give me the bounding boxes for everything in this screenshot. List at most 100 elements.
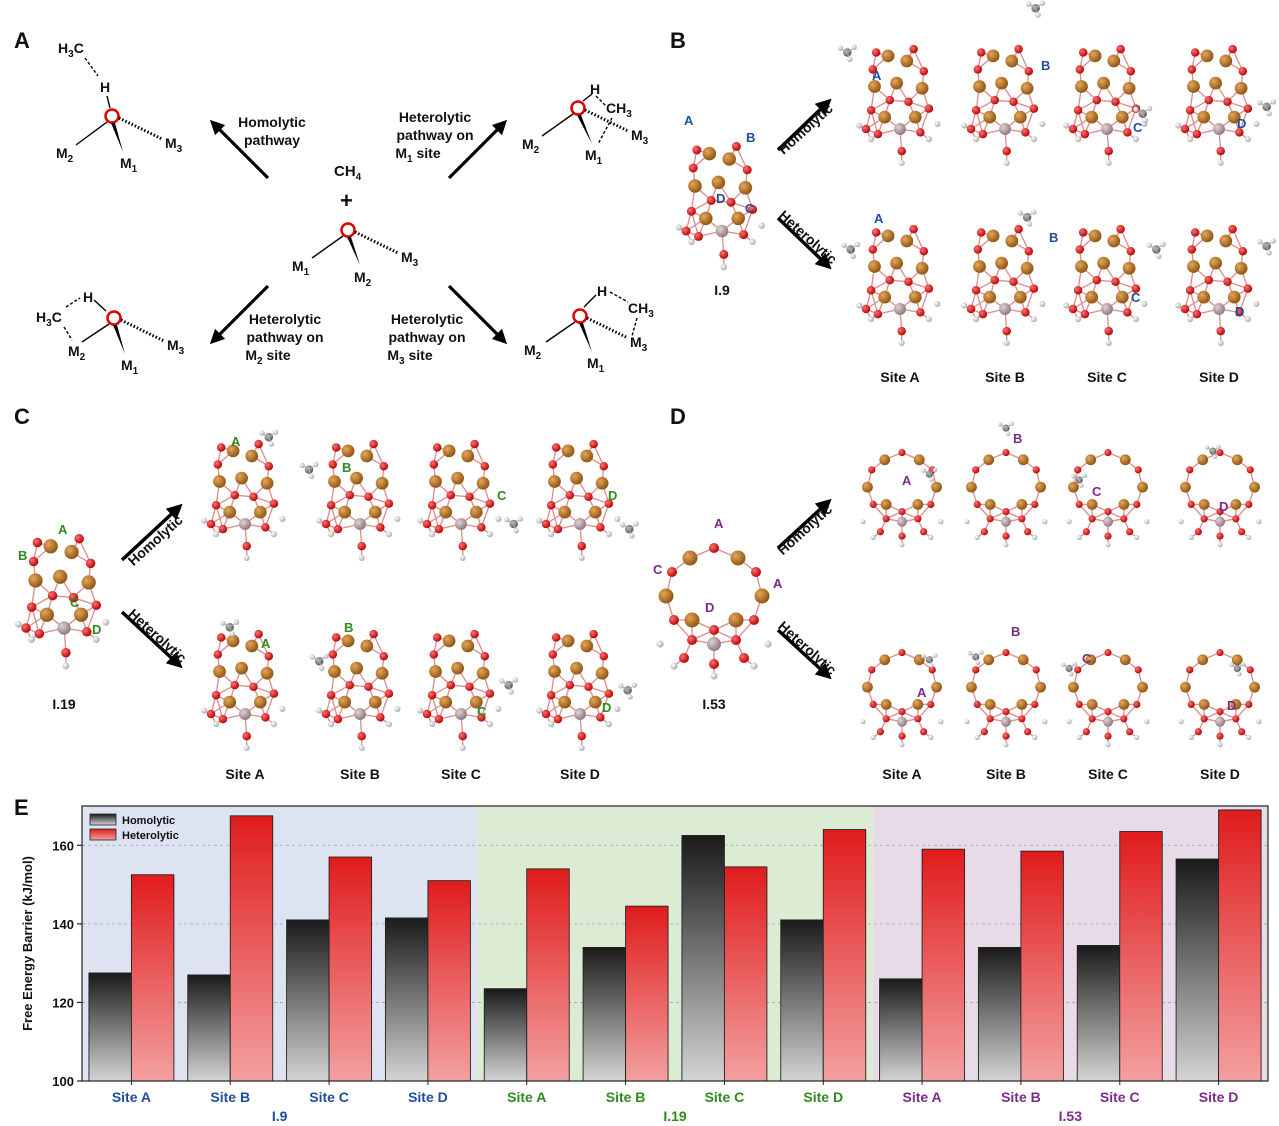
metal-atom <box>1231 454 1243 466</box>
arrow-heterolytic-m3 <box>447 284 508 345</box>
oxygen-atom <box>328 460 338 469</box>
metal-atom <box>890 256 903 270</box>
oxygen-atom <box>1088 715 1096 723</box>
hydrogen-atom <box>928 534 934 541</box>
metal-atom <box>986 229 1000 243</box>
metal-atom <box>1005 54 1019 68</box>
bonds <box>1065 48 1137 163</box>
hydrogen-atom <box>1144 719 1150 725</box>
y-tick-label: 120 <box>52 995 74 1010</box>
oxygen-atom <box>333 524 343 534</box>
oxygen-atom <box>470 629 479 639</box>
oxygen-atom <box>1021 308 1030 317</box>
metal-atom <box>1115 110 1129 124</box>
oxygen-atom <box>971 286 981 295</box>
svg-text:Site A: Site A <box>882 766 921 782</box>
oxygen-atom <box>331 633 341 642</box>
hydrogen-atom <box>1175 302 1182 309</box>
oxygen-atom <box>751 567 761 577</box>
oxygen-atom <box>973 500 981 508</box>
site-letter: D <box>608 488 617 503</box>
oxygen-atom <box>1073 286 1083 295</box>
metal-atom <box>64 544 79 560</box>
metal-atom <box>995 76 1008 90</box>
oxygen-atom <box>1186 666 1194 674</box>
oxygen-atom <box>379 461 389 471</box>
x-tick-label: Site B <box>1001 1089 1041 1105</box>
hydrogen-atom <box>102 618 110 626</box>
hydrogen-atom <box>1042 519 1048 525</box>
hydrogen-atom <box>1031 209 1037 215</box>
hydrogen-atom <box>967 650 973 656</box>
hydrogen-atom <box>1032 534 1038 541</box>
hydrogen-atom <box>856 302 863 309</box>
bonds <box>318 633 390 748</box>
metal-atom <box>688 179 702 193</box>
bar-homolytic <box>1175 858 1220 1082</box>
oxygen-atom <box>1235 308 1244 317</box>
hydrogen-atom <box>614 705 621 712</box>
oxygen-atom <box>254 439 263 449</box>
metal-atom <box>983 110 997 124</box>
oxygen-atom <box>871 228 881 237</box>
oxygen-atom <box>206 519 216 529</box>
metal-atom <box>260 666 274 680</box>
metal-atom <box>223 695 237 709</box>
oxygen-atom <box>866 106 876 115</box>
heterolytic-label-d: Heterolytic <box>775 618 840 678</box>
cluster-i9 <box>675 141 765 271</box>
hydrogen-atom <box>1061 662 1066 668</box>
hydrogen-atom <box>1246 534 1252 541</box>
metal-atom <box>973 80 986 93</box>
metal-atom <box>722 152 736 166</box>
oxygen-atom <box>1185 106 1195 115</box>
energy-barrier-chart: 100 120 140 160 Free Energy Barrier (kJ/mol)… <box>20 805 1269 1124</box>
hydrogen-atom <box>1270 238 1277 244</box>
oxygen-atom <box>920 528 928 536</box>
oxygen-atom <box>422 709 432 719</box>
metal-atom <box>1234 81 1248 95</box>
arrow-homolytic-b <box>776 98 832 152</box>
site-letter: A <box>261 636 271 651</box>
oxygen-atom <box>909 44 918 54</box>
oxygen-atom <box>254 629 263 639</box>
svg-text:CH3: CH3 <box>606 100 632 120</box>
oxygen-atom <box>868 245 878 254</box>
core-atom <box>1101 303 1113 315</box>
homolytic-structure-c <box>299 439 401 562</box>
oxygen-atom <box>61 647 71 658</box>
oxygen-atom <box>261 523 270 532</box>
metal-atom <box>880 699 892 710</box>
homolytic-label-c: Homolytic <box>125 511 186 568</box>
core-atom <box>896 516 908 527</box>
metal-atom <box>973 260 986 273</box>
metal-atom <box>28 573 43 588</box>
hydrogen-atom <box>536 707 543 714</box>
oxygen-atom <box>1116 44 1125 54</box>
oxygen-atom <box>909 224 918 234</box>
core-atom <box>1102 716 1114 727</box>
oxygen-atom <box>1024 728 1032 736</box>
metal-atom <box>1230 699 1242 710</box>
site-letter: C <box>497 488 507 503</box>
oxygen-atom <box>1187 700 1195 709</box>
oxygen-atom <box>458 541 467 551</box>
hydrogen-atom <box>1212 454 1218 460</box>
metal-atom <box>350 661 363 675</box>
hydrogen-atom <box>92 635 100 643</box>
hydrogen-atom <box>536 517 543 524</box>
hydrogen-atom <box>921 468 926 473</box>
oxygen-atom <box>242 731 251 741</box>
heterolytic-structure-b <box>1063 224 1166 347</box>
oxygen-atom <box>868 65 878 74</box>
metal-atom <box>223 505 237 519</box>
core-atom <box>1000 716 1012 727</box>
hydrogen-atom <box>1244 136 1251 143</box>
oxygen-atom <box>596 523 605 532</box>
panel-label-d: D <box>670 404 686 429</box>
svg-text:H3C: H3C <box>58 40 84 60</box>
site-letter: D <box>1227 698 1236 713</box>
oxygen-atom <box>1180 304 1190 314</box>
arrow-heterolytic-b <box>776 216 832 270</box>
heterolytic-structure-d <box>1178 648 1262 748</box>
